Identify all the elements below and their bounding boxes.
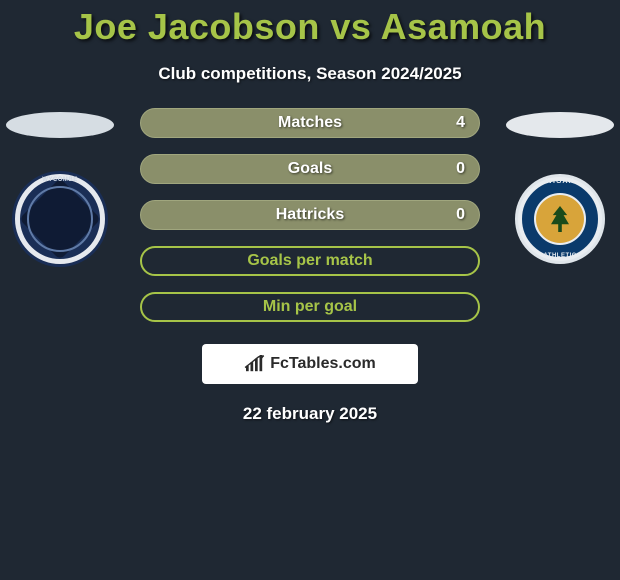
stat-right-value: 0 <box>456 206 465 224</box>
left-club-badge-text: WYCOMBE <box>20 177 100 183</box>
tree-icon <box>551 206 569 232</box>
stat-bar-hattricks: Hattricks 0 <box>140 200 480 230</box>
stat-bar-goals: Goals 0 <box>140 154 480 184</box>
subtitle: Club competitions, Season 2024/2025 <box>0 64 620 84</box>
stat-label: Goals <box>288 160 332 178</box>
stat-label: Hattricks <box>276 206 344 224</box>
date-text: 22 february 2025 <box>0 404 620 424</box>
stat-bar-min-per-goal: Min per goal <box>140 292 480 322</box>
stat-bar-matches: Matches 4 <box>140 108 480 138</box>
chart-icon <box>244 355 266 373</box>
right-club-badge: WIGAN ATHLETIC <box>515 174 605 264</box>
page-title: Joe Jacobson vs Asamoah <box>0 0 620 48</box>
stat-right-value: 0 <box>456 160 465 178</box>
stat-bar-goals-per-match: Goals per match <box>140 246 480 276</box>
stat-right-value: 4 <box>456 114 465 132</box>
left-club-badge: WYCOMBE <box>15 174 105 264</box>
stat-label: Goals per match <box>247 252 372 270</box>
right-player-placeholder <box>506 112 614 138</box>
brand-box: FcTables.com <box>202 344 418 384</box>
right-club-badge-top-text: WIGAN <box>518 178 602 185</box>
stat-label: Matches <box>278 114 342 132</box>
comparison-content: WYCOMBE WIGAN ATHLETIC Matches 4 Goals 0… <box>0 108 620 424</box>
stat-bars: Matches 4 Goals 0 Hattricks 0 Goals per … <box>140 108 480 322</box>
left-player-placeholder <box>6 112 114 138</box>
brand-text: FcTables.com <box>270 355 376 373</box>
right-club-badge-bot-text: ATHLETIC <box>518 253 602 259</box>
left-player-column: WYCOMBE <box>0 108 120 264</box>
right-player-column: WIGAN ATHLETIC <box>500 108 620 264</box>
stat-label: Min per goal <box>263 298 357 316</box>
